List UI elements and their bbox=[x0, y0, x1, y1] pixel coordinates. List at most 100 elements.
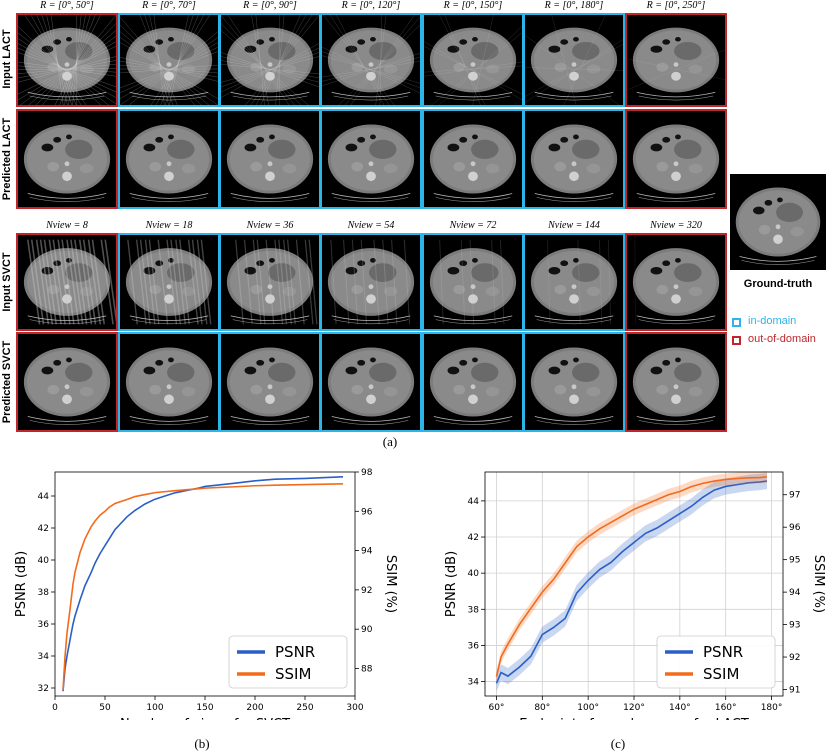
y2-tick-label-3: 94 bbox=[361, 547, 373, 557]
y2-axis-label: SSIM (%) bbox=[811, 555, 826, 613]
predicted-lact-image-1 bbox=[118, 109, 220, 209]
in-domain-legend-swatch bbox=[732, 318, 741, 327]
x-tick-label-2: 100 bbox=[146, 703, 163, 713]
lact-header-2: R = [0°, 90°] bbox=[243, 0, 297, 11]
x-tick-label-0: 0 bbox=[52, 703, 58, 713]
x-tick-label-6: 300 bbox=[346, 703, 363, 713]
predicted-svct-image-5 bbox=[523, 332, 625, 432]
input-svct-image-3 bbox=[320, 233, 422, 331]
out-of-domain-legend-label: out-of-domain bbox=[748, 333, 816, 345]
predicted-lact-image-2 bbox=[219, 109, 321, 209]
predicted-svct-image-4 bbox=[422, 332, 524, 432]
y2-tick-label-2: 92 bbox=[361, 586, 372, 596]
row-label-predicted-lact: Predicted LACT bbox=[1, 117, 13, 201]
x-tick-label-5: 160° bbox=[715, 703, 737, 713]
y2-tick-label-0: 91 bbox=[789, 686, 800, 696]
input-lact-image-3 bbox=[320, 13, 422, 107]
y-tick-label-5: 42 bbox=[38, 524, 49, 534]
y2-tick-label-4: 96 bbox=[361, 507, 373, 517]
input-lact-image-0 bbox=[16, 13, 118, 107]
caption-a: (a) bbox=[382, 434, 398, 449]
y2-tick-label-5: 96 bbox=[789, 523, 801, 533]
svct-header-3: Nview = 54 bbox=[347, 220, 395, 231]
predicted-svct-image-1 bbox=[118, 332, 220, 432]
x-tick-label-3: 120° bbox=[623, 703, 645, 713]
input-lact-image-5 bbox=[523, 13, 625, 107]
y-tick-label-2: 38 bbox=[468, 605, 480, 615]
svct-header-2: Nview = 36 bbox=[246, 220, 294, 231]
input-svct-image-4 bbox=[422, 233, 524, 331]
out-of-domain-legend-swatch bbox=[732, 336, 741, 345]
band-psnr bbox=[496, 472, 767, 692]
x-tick-label-4: 140° bbox=[669, 703, 691, 713]
y-axis-label: PSNR (dB) bbox=[444, 551, 459, 617]
y-axis-label: PSNR (dB) bbox=[14, 551, 29, 617]
predicted-svct-image-3 bbox=[320, 332, 422, 432]
band-ssim bbox=[496, 471, 767, 683]
x-tick-label-4: 200 bbox=[246, 703, 263, 713]
input-svct-image-5 bbox=[523, 233, 625, 331]
lact-header-0: R = [0°, 50°] bbox=[40, 0, 94, 11]
series-psnr-line bbox=[495, 480, 768, 684]
y-tick-label-3: 40 bbox=[468, 569, 480, 579]
predicted-lact-image-0 bbox=[16, 109, 118, 209]
predicted-lact-image-4 bbox=[422, 109, 524, 209]
y-tick-label-1: 34 bbox=[38, 652, 50, 662]
y-tick-label-5: 44 bbox=[468, 497, 480, 507]
lact-header-6: R = [0°, 250°] bbox=[646, 0, 706, 11]
input-lact-image-4 bbox=[422, 13, 524, 107]
ground-truth-image bbox=[730, 174, 826, 270]
y-tick-label-0: 32 bbox=[38, 684, 49, 694]
x-tick-label-0: 60° bbox=[488, 703, 504, 713]
y2-tick-label-0: 88 bbox=[361, 664, 373, 674]
y2-axis-label: SSIM (%) bbox=[383, 555, 398, 613]
x-tick-label-5: 250 bbox=[296, 703, 313, 713]
predicted-svct-image-2 bbox=[219, 332, 321, 432]
y2-tick-label-2: 93 bbox=[789, 621, 800, 631]
y-tick-label-6: 44 bbox=[38, 492, 50, 502]
series-psnr-line bbox=[62, 476, 344, 692]
input-svct-image-0 bbox=[16, 233, 118, 331]
lact-header-5: R = [0°, 180°] bbox=[544, 0, 604, 11]
legend-label-ssim: SSIM bbox=[703, 665, 739, 683]
y-tick-label-2: 36 bbox=[38, 620, 50, 630]
lact-header-4: R = [0°, 150°] bbox=[443, 0, 503, 11]
row-label-input-lact: Input LACT bbox=[1, 29, 13, 89]
x-tick-label-2: 100° bbox=[577, 703, 599, 713]
caption-c: (c) bbox=[610, 736, 626, 751]
x-tick-label-3: 150 bbox=[196, 703, 213, 713]
row-label-input-svct: Input SVCT bbox=[1, 252, 13, 312]
legend-label-ssim: SSIM bbox=[275, 665, 311, 683]
series-ssim-line bbox=[495, 476, 768, 677]
y-tick-label-4: 42 bbox=[468, 533, 479, 543]
series-ssim-line bbox=[62, 482, 344, 691]
lact-header-1: R = [0°, 70°] bbox=[142, 0, 196, 11]
input-lact-image-2 bbox=[219, 13, 321, 107]
svct-header-0: Nview = 8 bbox=[46, 220, 88, 231]
predicted-svct-image-6 bbox=[625, 332, 727, 432]
x-tick-label-6: 180° bbox=[761, 703, 783, 713]
input-lact-image-6 bbox=[625, 13, 727, 107]
y-tick-label-4: 40 bbox=[38, 556, 50, 566]
in-domain-legend-label: in-domain bbox=[748, 315, 797, 327]
svct-header-1: Nview = 18 bbox=[145, 220, 193, 231]
row-label-predicted-svct: Predicted SVCT bbox=[1, 340, 13, 424]
predicted-lact-image-6 bbox=[625, 109, 727, 209]
x-tick-label-1: 80° bbox=[534, 703, 550, 713]
y2-tick-label-1: 90 bbox=[361, 625, 373, 635]
y-tick-label-1: 36 bbox=[468, 641, 480, 651]
y2-tick-label-5: 98 bbox=[361, 468, 373, 478]
y2-tick-label-1: 92 bbox=[789, 653, 800, 663]
predicted-lact-image-3 bbox=[320, 109, 422, 209]
legend-label-psnr: PSNR bbox=[703, 643, 743, 661]
y-tick-label-0: 34 bbox=[468, 678, 480, 688]
input-svct-image-6 bbox=[625, 233, 727, 331]
y2-tick-label-3: 94 bbox=[789, 588, 801, 598]
caption-b: (b) bbox=[194, 736, 210, 751]
svct-header-5: Nview = 144 bbox=[548, 220, 600, 231]
predicted-svct-image-0 bbox=[16, 332, 118, 432]
legend-label-psnr: PSNR bbox=[275, 643, 315, 661]
input-lact-image-1 bbox=[118, 13, 220, 107]
y-tick-label-3: 38 bbox=[38, 588, 50, 598]
x-axis-label: Number of views for SVCT bbox=[120, 717, 290, 720]
